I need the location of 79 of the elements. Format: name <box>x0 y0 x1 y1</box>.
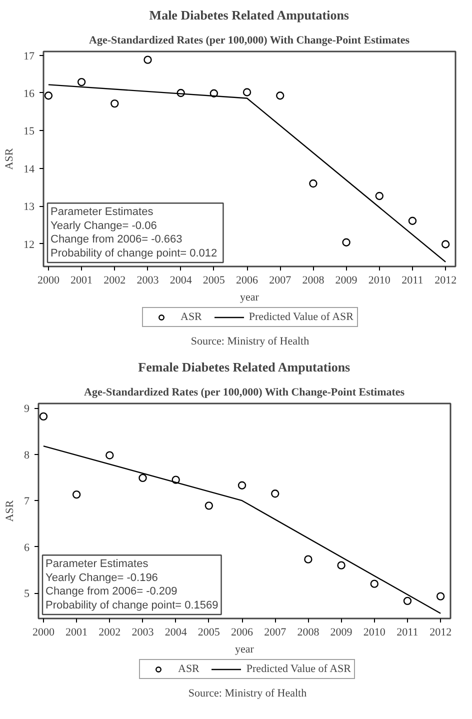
point <box>441 240 450 248</box>
point <box>276 92 284 100</box>
y-tick-label: 17 <box>24 50 35 62</box>
x-tick-label: 2007 <box>269 274 292 286</box>
y-tick-label: 6 <box>24 542 30 554</box>
chart-title: Male Diabetes Related Amputations <box>149 8 349 22</box>
legend-label: Predicted Value of ASR <box>246 663 351 675</box>
x-tick-label: 2007 <box>264 626 287 638</box>
x-tick-label: 2004 <box>170 274 192 286</box>
source-note: Source: Ministry of Health <box>188 688 308 700</box>
point <box>271 490 280 498</box>
point <box>138 474 147 482</box>
point <box>39 412 48 421</box>
x-axis-title: year <box>240 292 260 304</box>
x-tick-label: 2001 <box>70 274 93 286</box>
y-tick-label: 9 <box>24 403 30 416</box>
chart-subtitle: Age-Standardized Rates (per 100,000) With Change-Point Estimates <box>84 386 406 398</box>
y-tick-label: 16 <box>24 88 35 100</box>
y-tick-label: 15 <box>24 126 35 138</box>
x-tick-label: 2010 <box>368 274 391 286</box>
x-tick-label: 2012 <box>434 274 457 286</box>
point <box>304 555 312 564</box>
annotation: Parameter Estimates Yearly Change= -0.196 Change from 2006= -0.209 Probability of change point= 0.1569 <box>46 558 218 612</box>
x-tick-label: 2003 <box>136 274 160 286</box>
point <box>403 596 412 606</box>
x-tick-label: 2000 <box>37 274 60 286</box>
point <box>144 56 152 64</box>
point <box>172 476 180 484</box>
chart-title: Female Diabetes Related Amputations <box>138 360 350 374</box>
point <box>210 89 218 98</box>
point <box>242 88 252 96</box>
point <box>176 88 185 98</box>
x-tick-label: 2005 <box>202 274 226 286</box>
point <box>337 561 346 570</box>
x-tick-label: 2006 <box>236 274 259 286</box>
chart-subtitle: Age-Standardized Rates (per 100,000) With Change-Point Estimates <box>89 34 410 46</box>
source-note: Source: Ministry of Health <box>190 336 310 348</box>
x-tick-label: 2006 <box>231 626 254 638</box>
x-tick-label: 2008 <box>297 626 320 638</box>
point <box>436 592 445 600</box>
x-tick-label: 2009 <box>330 626 353 638</box>
point <box>72 490 81 499</box>
annotation: Parameter Estimates Yearly Change= -0.06 Change from 2006= -0.663 Probability of change point= 0.012 <box>50 206 218 260</box>
point <box>408 216 417 225</box>
point <box>204 502 214 510</box>
x-tick-label: 2012 <box>430 626 452 638</box>
point <box>238 481 246 490</box>
legend-label: ASR <box>180 311 202 323</box>
y-axis-title: ASR <box>4 148 16 170</box>
legend-label: ASR <box>178 663 200 675</box>
x-axis-title: year <box>235 644 254 656</box>
y-tick-label: 13 <box>24 201 35 214</box>
x-tick-label: 2005 <box>198 626 220 638</box>
y-tick-label: 12 <box>24 238 34 251</box>
y-tick-label: 8 <box>24 449 30 462</box>
x-tick-label: 2004 <box>164 626 188 638</box>
y-tick-label: 7 <box>24 496 30 508</box>
x-tick-label: 2000 <box>32 626 55 638</box>
x-tick-label: 2003 <box>132 626 154 638</box>
x-tick-label: 2011 <box>402 274 424 286</box>
x-tick-label: 2002 <box>98 626 121 638</box>
point <box>375 192 384 200</box>
point <box>309 179 318 188</box>
y-tick-label: 14 <box>24 163 35 176</box>
point <box>342 238 350 246</box>
x-tick-label: 2008 <box>302 274 325 286</box>
point <box>110 99 119 108</box>
x-tick-label: 2010 <box>363 626 386 638</box>
x-tick-label: 2001 <box>66 626 88 638</box>
point <box>106 451 114 460</box>
x-tick-label: 2009 <box>335 274 358 286</box>
y-axis-title: ASR <box>4 500 16 522</box>
point <box>370 580 378 588</box>
point <box>44 92 53 100</box>
x-tick-label: 2002 <box>104 274 126 286</box>
legend-label: Predicted Value of ASR <box>248 311 354 323</box>
point <box>77 78 86 86</box>
x-tick-label: 2011 <box>396 626 418 638</box>
y-tick-label: 5 <box>24 588 30 600</box>
